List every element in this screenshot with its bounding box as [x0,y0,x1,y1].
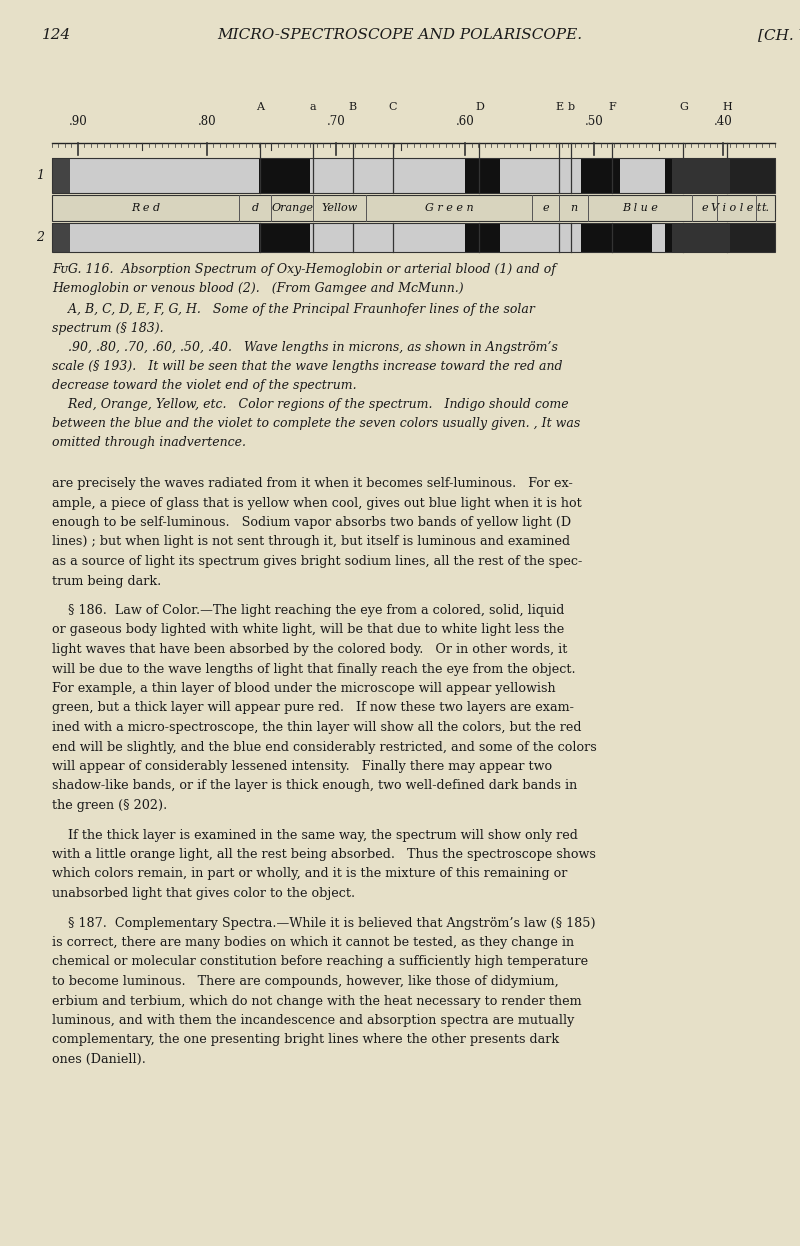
Text: trum being dark.: trum being dark. [52,574,162,588]
Text: A: A [256,102,264,112]
Bar [672,158,730,193]
Text: omitted through inadvertence.: omitted through inadvertence. [52,436,246,449]
Text: complementary, the one presenting bright lines where the other presents dark: complementary, the one presenting bright… [52,1033,559,1047]
Text: .70: .70 [326,115,346,128]
Text: MICRO-SPECTROSCOPE AND POLARISCOPE.: MICRO-SPECTROSCOPE AND POLARISCOPE. [218,27,582,42]
Text: G: G [679,102,688,112]
Bar [258,223,310,252]
Text: .90, .80, .70, .60, .50, .40.   Wave lengths in microns, as shown in Angström’s: .90, .80, .70, .60, .50, .40. Wave lengt… [52,341,558,354]
Text: unabsorbed light that gives color to the object.: unabsorbed light that gives color to the… [52,887,355,900]
Bar [666,158,730,193]
Text: are precisely the waves radiated from it when it becomes self-luminous.   For ex: are precisely the waves radiated from it… [52,477,573,490]
Text: Yellow: Yellow [321,203,358,213]
Text: § 187.  Complementary Spectra.—While it is believed that Angström’s law (§ 185): § 187. Complementary Spectra.—While it i… [52,917,596,930]
Text: spectrum (§ 183).: spectrum (§ 183). [52,321,164,335]
Text: e: e [702,203,708,213]
Bar [465,158,500,193]
Text: A, B, C, D, E, F, G, H.   Some of the Principal Fraunhofer lines of the solar: A, B, C, D, E, F, G, H. Some of the Prin… [52,303,535,316]
Text: the green (§ 202).: the green (§ 202). [52,799,167,812]
Text: G r e e n: G r e e n [425,203,474,213]
Text: a: a [310,102,316,112]
Text: Red, Orange, Yellow, etc.   Color regions of the spectrum.   Indigo should come: Red, Orange, Yellow, etc. Color regions … [52,397,569,411]
Bar [730,158,775,193]
Text: § 186.  Law of Color.—The light reaching the eye from a colored, solid, liquid: § 186. Law of Color.—The light reaching … [52,604,564,617]
Text: V i o l e t: V i o l e t [711,203,762,213]
Text: t.: t. [762,203,770,213]
Bar [258,158,310,193]
Text: as a source of light its spectrum gives bright sodium lines, all the rest of the: as a source of light its spectrum gives … [52,554,582,568]
Text: B: B [349,102,357,112]
Text: 2: 2 [36,231,44,244]
Text: e: e [542,203,549,213]
Text: ample, a piece of glass that is yellow when cool, gives out blue light when it i: ample, a piece of glass that is yellow w… [52,496,582,510]
Text: which colors remain, in part or wholly, and it is the mixture of this remaining : which colors remain, in part or wholly, … [52,867,567,881]
Text: [CH. VI.: [CH. VI. [758,27,800,42]
Text: C: C [389,102,397,112]
Text: 1: 1 [36,169,44,182]
Text: B l u e: B l u e [622,203,658,213]
Text: will appear of considerably lessened intensity.   Finally there may appear two: will appear of considerably lessened int… [52,760,552,773]
Text: .80: .80 [198,115,216,128]
Bar [52,196,775,221]
Text: R e d: R e d [131,203,160,213]
Bar [52,223,70,252]
Text: shadow-like bands, or if the layer is thick enough, two well-defined dark bands : shadow-like bands, or if the layer is th… [52,780,578,792]
Text: d: d [252,203,259,213]
Text: decrease toward the violet end of the spectrum.: decrease toward the violet end of the sp… [52,379,357,392]
Text: ined with a micro-spectroscope, the thin layer will show all the colors, but the: ined with a micro-spectroscope, the thin… [52,721,582,734]
Text: with a little orange light, all the rest being absorbed.   Thus the spectroscope: with a little orange light, all the rest… [52,849,596,861]
Text: is correct, there are many bodies on which it cannot be tested, as they change i: is correct, there are many bodies on whi… [52,936,574,949]
Text: green, but a thick layer will appear pure red.   If now these two layers are exa: green, but a thick layer will appear pur… [52,701,574,714]
Text: will be due to the wave lengths of light that finally reach the eye from the obj: will be due to the wave lengths of light… [52,663,576,675]
Text: or gaseous body lighted with white light, will be that due to white light less t: or gaseous body lighted with white light… [52,623,564,637]
Text: end will be slightly, and the blue end considerably restricted, and some of the : end will be slightly, and the blue end c… [52,740,597,754]
Text: For example, a thin layer of blood under the microscope will appear yellowish: For example, a thin layer of blood under… [52,682,556,695]
Bar [666,223,730,252]
Bar [52,158,775,193]
Text: .50: .50 [585,115,604,128]
Bar [52,223,775,252]
Text: If the thick layer is examined in the same way, the spectrum will show only red: If the thick layer is examined in the sa… [52,829,578,841]
Text: n: n [570,203,577,213]
Text: ones (Daniell).: ones (Daniell). [52,1053,146,1067]
Text: Orange: Orange [271,203,313,213]
Bar [582,223,652,252]
Text: FᴜG. 116.  Absorption Spectrum of Oxy-Hemoglobin or arterial blood (1) and of: FᴜG. 116. Absorption Spectrum of Oxy-Hem… [52,263,556,277]
Text: enough to be self-luminous.   Sodium vapor absorbs two bands of yellow light (D: enough to be self-luminous. Sodium vapor… [52,516,571,530]
Text: chemical or molecular constitution before reaching a sufficiently high temperatu: chemical or molecular constitution befor… [52,956,588,968]
Text: F: F [609,102,616,112]
Text: erbium and terbium, which do not change with the heat necessary to render them: erbium and terbium, which do not change … [52,994,582,1008]
Text: D: D [475,102,484,112]
Bar [582,158,620,193]
Text: light waves that have been absorbed by the colored body.   Or in other words, it: light waves that have been absorbed by t… [52,643,567,655]
Bar [465,223,500,252]
Text: lines) ; but when light is not sent through it, but itself is luminous and exami: lines) ; but when light is not sent thro… [52,536,570,548]
Text: to become luminous.   There are compounds, however, like those of didymium,: to become luminous. There are compounds,… [52,976,558,988]
Text: H: H [722,102,732,112]
Text: luminous, and with them the incandescence and absorption spectra are mutually: luminous, and with them the incandescenc… [52,1014,574,1027]
Text: Hemoglobin or venous blood (2).   (From Gamgee and McMunn.): Hemoglobin or venous blood (2). (From Ga… [52,282,464,295]
Text: .90: .90 [69,115,87,128]
Bar [730,223,775,252]
Text: scale (§ 193).   It will be seen that the wave lengths increase toward the red a: scale (§ 193). It will be seen that the … [52,360,562,373]
Text: .60: .60 [456,115,474,128]
Bar [52,158,70,193]
Text: b: b [567,102,574,112]
Text: between the blue and the violet to complete the seven colors usually given. , It: between the blue and the violet to compl… [52,417,580,430]
Text: .40: .40 [714,115,733,128]
Bar [672,223,730,252]
Text: 124: 124 [42,27,71,42]
Bar [52,223,775,252]
Bar [52,158,775,193]
Text: E: E [555,102,563,112]
